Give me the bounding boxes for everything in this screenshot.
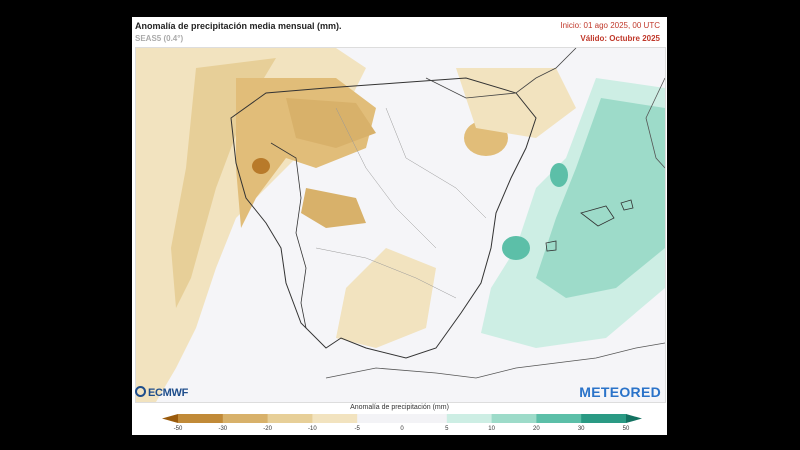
map-title: Anomalía de precipitación media mensual … [135,21,342,31]
province-lines-3 [315,247,457,299]
colorbar-segment [446,414,493,423]
colorbar-segment [581,414,627,423]
colorbar-segment [491,414,537,423]
colorbar-title: Anomalía de precipitación (mm) [350,404,449,411]
map-card: Anomalía de precipitación media mensual … [132,17,667,435]
dry-core-center-west [301,188,366,228]
colorbar-segment [222,414,269,423]
north-africa-coast [325,342,665,379]
ecmwf-logo-text: ECMWF [148,387,189,399]
wet-core-valencia [502,236,530,260]
colorbar-tick-label: 20 [533,426,540,432]
province-lines-2 [385,107,487,219]
colorbar-segment [536,414,582,423]
portugal-border [270,142,307,329]
colorbar-tick-label: 10 [488,426,495,432]
colorbar-segment [178,414,224,423]
dry-anomaly-northeast [456,68,576,138]
wet-core-north [550,163,568,187]
dry-anomaly-south [336,248,436,348]
mallorca [580,205,615,227]
ecmwf-logo-icon [135,386,146,397]
colorbar-tick-label: -5 [354,426,360,432]
province-lines [335,107,437,249]
colorbar [162,414,642,423]
colorbar-segment [312,414,358,423]
sardinia-coast [645,77,665,169]
colorbar-extend-high [626,414,642,423]
colorbar-extend-low [162,414,178,423]
colorbar-tick-label: -10 [308,426,317,432]
colorbar-tick-label: 0 [400,426,404,432]
valid-time: Válido: Octubre 2025 [580,34,660,43]
wet-anomaly-balearic [536,98,665,298]
model-label: SEAS5 (0.4°) [135,34,184,43]
colorbar-tick-label: 5 [445,426,449,432]
meteored-logo: METEORED [579,384,661,400]
colorbar-segment [267,414,313,423]
dry-anomaly-atlantic [171,58,276,308]
colorbar-tick-label: 30 [577,426,585,432]
ibiza [545,240,557,252]
colorbar-tick-label: -20 [263,426,272,432]
precipitation-anomaly-map [135,47,666,403]
colorbar-tick-label: 50 [622,426,630,432]
dry-core-spot [252,158,270,174]
pyrenees-border [425,48,577,99]
menorca [620,199,634,211]
colorbar-segment [402,414,448,423]
colorbar-tick-label: -30 [218,426,228,432]
colorbar-tick-label: -50 [173,426,183,432]
colorbar-segment [357,414,403,423]
ecmwf-logo: ECMWF [135,386,188,399]
colorbar-ticks: -50 -30 -20 -10 -5 0 5 10 20 30 50 [162,426,642,435]
dry-core-galicia [286,98,376,148]
init-time: Inicio: 01 ago 2025, 00 UTC [560,21,660,30]
iberia-outline [230,77,537,359]
